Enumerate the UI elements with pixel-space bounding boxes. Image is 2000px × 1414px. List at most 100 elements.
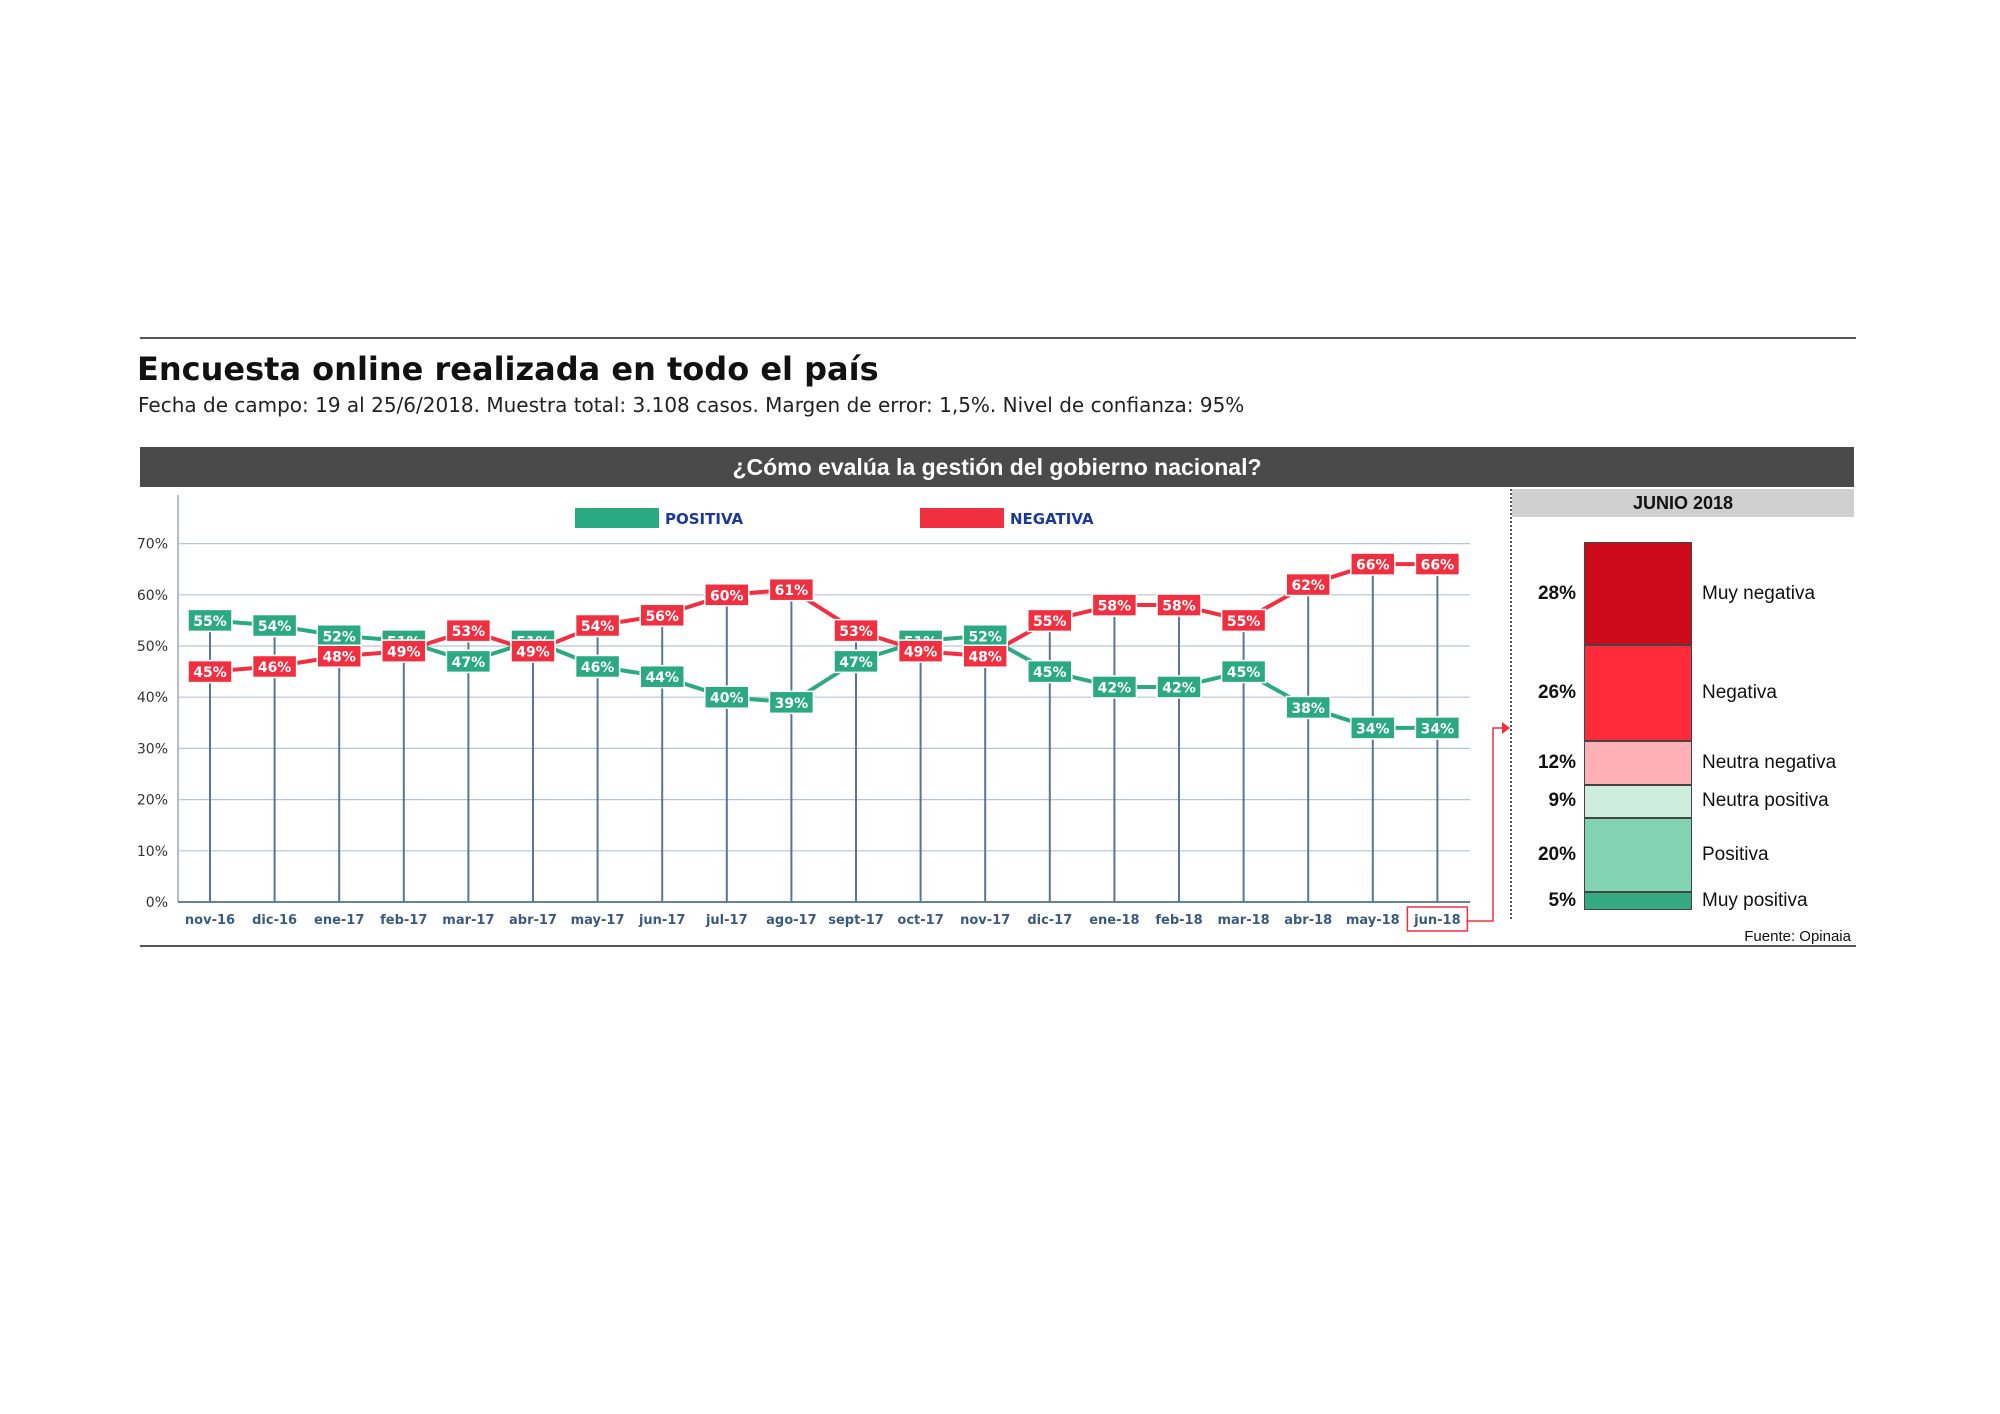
x-tick-label: nov-17 bbox=[960, 913, 1010, 928]
x-tick-label: ene-18 bbox=[1089, 913, 1139, 928]
data-label-box bbox=[1220, 608, 1267, 633]
data-label: 45% bbox=[1033, 665, 1067, 681]
data-label: 46% bbox=[258, 660, 292, 676]
x-tick-label: abr-18 bbox=[1284, 913, 1332, 928]
data-label: 52% bbox=[968, 629, 1002, 645]
breakdown-segment bbox=[1584, 542, 1692, 646]
data-label: 62% bbox=[1291, 578, 1325, 594]
data-label: 66% bbox=[1421, 558, 1455, 574]
x-tick-label: ago-17 bbox=[766, 913, 817, 928]
breakdown-pct: 20% bbox=[1537, 843, 1576, 865]
data-label-box bbox=[445, 618, 492, 643]
highlight-connector bbox=[1467, 727, 1502, 922]
data-label-box bbox=[187, 608, 233, 633]
x-tick-label: sept-17 bbox=[828, 913, 884, 928]
y-tick-label: 40% bbox=[137, 690, 168, 706]
x-tick-label: abr-17 bbox=[509, 913, 557, 928]
data-label-box bbox=[1027, 659, 1073, 684]
data-label: 46% bbox=[581, 660, 615, 676]
data-label-box bbox=[1091, 593, 1138, 617]
breakdown-pct: 9% bbox=[1548, 790, 1576, 812]
data-label-box bbox=[962, 644, 1008, 668]
divider-dotted bbox=[1510, 489, 1512, 919]
data-label: 47% bbox=[452, 655, 486, 671]
highlight-box bbox=[1406, 906, 1469, 932]
data-label-box bbox=[704, 583, 750, 607]
data-label-box bbox=[1027, 608, 1073, 633]
x-tick-label: mar-17 bbox=[442, 913, 494, 928]
data-label: 48% bbox=[322, 650, 356, 666]
bottom-rule bbox=[140, 945, 1856, 947]
data-label-box bbox=[1091, 675, 1138, 699]
breakdown-segment bbox=[1584, 645, 1692, 741]
breakdown-label: Muy positiva bbox=[1702, 889, 1808, 911]
legend-swatch-negativa bbox=[920, 508, 1004, 528]
x-tick-label: jun-17 bbox=[638, 913, 685, 928]
data-label-box bbox=[897, 639, 944, 663]
data-label: 42% bbox=[1098, 680, 1132, 696]
source-note: Fuente: Opinaia bbox=[1744, 928, 1851, 945]
y-tick-label: 50% bbox=[137, 639, 168, 655]
data-label: 44% bbox=[645, 670, 679, 686]
data-label: 34% bbox=[1421, 721, 1455, 737]
data-label: 55% bbox=[1033, 614, 1067, 630]
legend-swatch-positiva bbox=[575, 508, 659, 528]
data-label-box bbox=[251, 613, 298, 638]
breakdown-segment bbox=[1584, 891, 1692, 910]
page-title: Encuesta online realizada en todo el paí… bbox=[137, 350, 879, 388]
top-rule bbox=[140, 337, 1856, 339]
data-label-box bbox=[1156, 593, 1202, 617]
data-label-box bbox=[639, 664, 685, 689]
y-tick-label: 0% bbox=[146, 895, 168, 911]
x-tick-label: ene-17 bbox=[314, 913, 364, 928]
x-tick-label: may-18 bbox=[1346, 913, 1400, 928]
y-tick-label: 10% bbox=[137, 844, 168, 860]
breakdown-label: Positiva bbox=[1702, 843, 1769, 865]
data-label-box bbox=[574, 654, 621, 679]
x-tick-label: oct-17 bbox=[897, 913, 943, 928]
data-label-box bbox=[1350, 552, 1396, 576]
data-label: 66% bbox=[1356, 558, 1390, 574]
data-label: 53% bbox=[839, 624, 873, 640]
x-tick-label: nov-16 bbox=[185, 913, 235, 928]
data-label: 54% bbox=[581, 619, 615, 635]
x-tick-label: feb-18 bbox=[1155, 913, 1202, 928]
data-label: 49% bbox=[904, 645, 938, 661]
x-tick-label: may-17 bbox=[571, 913, 625, 928]
data-label-box bbox=[1414, 552, 1461, 576]
data-label-box bbox=[1220, 659, 1267, 684]
breakdown-label: Muy negativa bbox=[1702, 582, 1816, 604]
breakdown-label: Negativa bbox=[1702, 681, 1777, 703]
data-label: 47% bbox=[839, 655, 873, 671]
y-tick-label: 20% bbox=[137, 793, 168, 809]
x-tick-label: feb-17 bbox=[380, 913, 427, 928]
data-label: 38% bbox=[1291, 701, 1325, 717]
y-tick-label: 60% bbox=[137, 588, 168, 604]
data-label-box bbox=[445, 649, 492, 674]
data-label: 39% bbox=[775, 696, 809, 712]
x-tick-label: jun-18 bbox=[1413, 913, 1460, 928]
data-label: 42% bbox=[1162, 680, 1196, 696]
chart-banner: ¿Cómo evalúa la gestión del gobierno nac… bbox=[140, 447, 1854, 487]
data-label: 53% bbox=[452, 624, 486, 640]
data-label: 48% bbox=[968, 650, 1002, 666]
data-label: 52% bbox=[322, 629, 356, 645]
data-label: 58% bbox=[1098, 599, 1132, 615]
breakdown-label: Neutra negativa bbox=[1702, 751, 1837, 773]
breakdown-pct: 28% bbox=[1537, 582, 1576, 604]
data-label-box bbox=[187, 659, 233, 684]
y-tick-label: 30% bbox=[137, 741, 168, 757]
breakdown-pct: 5% bbox=[1548, 889, 1576, 911]
data-label-box bbox=[574, 613, 621, 638]
data-label-box bbox=[316, 644, 362, 668]
x-tick-label: dic-17 bbox=[1027, 913, 1072, 928]
data-label-box bbox=[381, 639, 427, 663]
data-label: 34% bbox=[1356, 721, 1390, 737]
data-label: 40% bbox=[710, 691, 744, 707]
data-label-box bbox=[768, 577, 815, 602]
data-label-box bbox=[833, 649, 879, 674]
data-label: 54% bbox=[258, 619, 292, 635]
breakdown-pct: 12% bbox=[1537, 751, 1576, 773]
legend-label-positiva: POSITIVA bbox=[665, 510, 744, 528]
x-tick-label: dic-16 bbox=[252, 913, 297, 928]
